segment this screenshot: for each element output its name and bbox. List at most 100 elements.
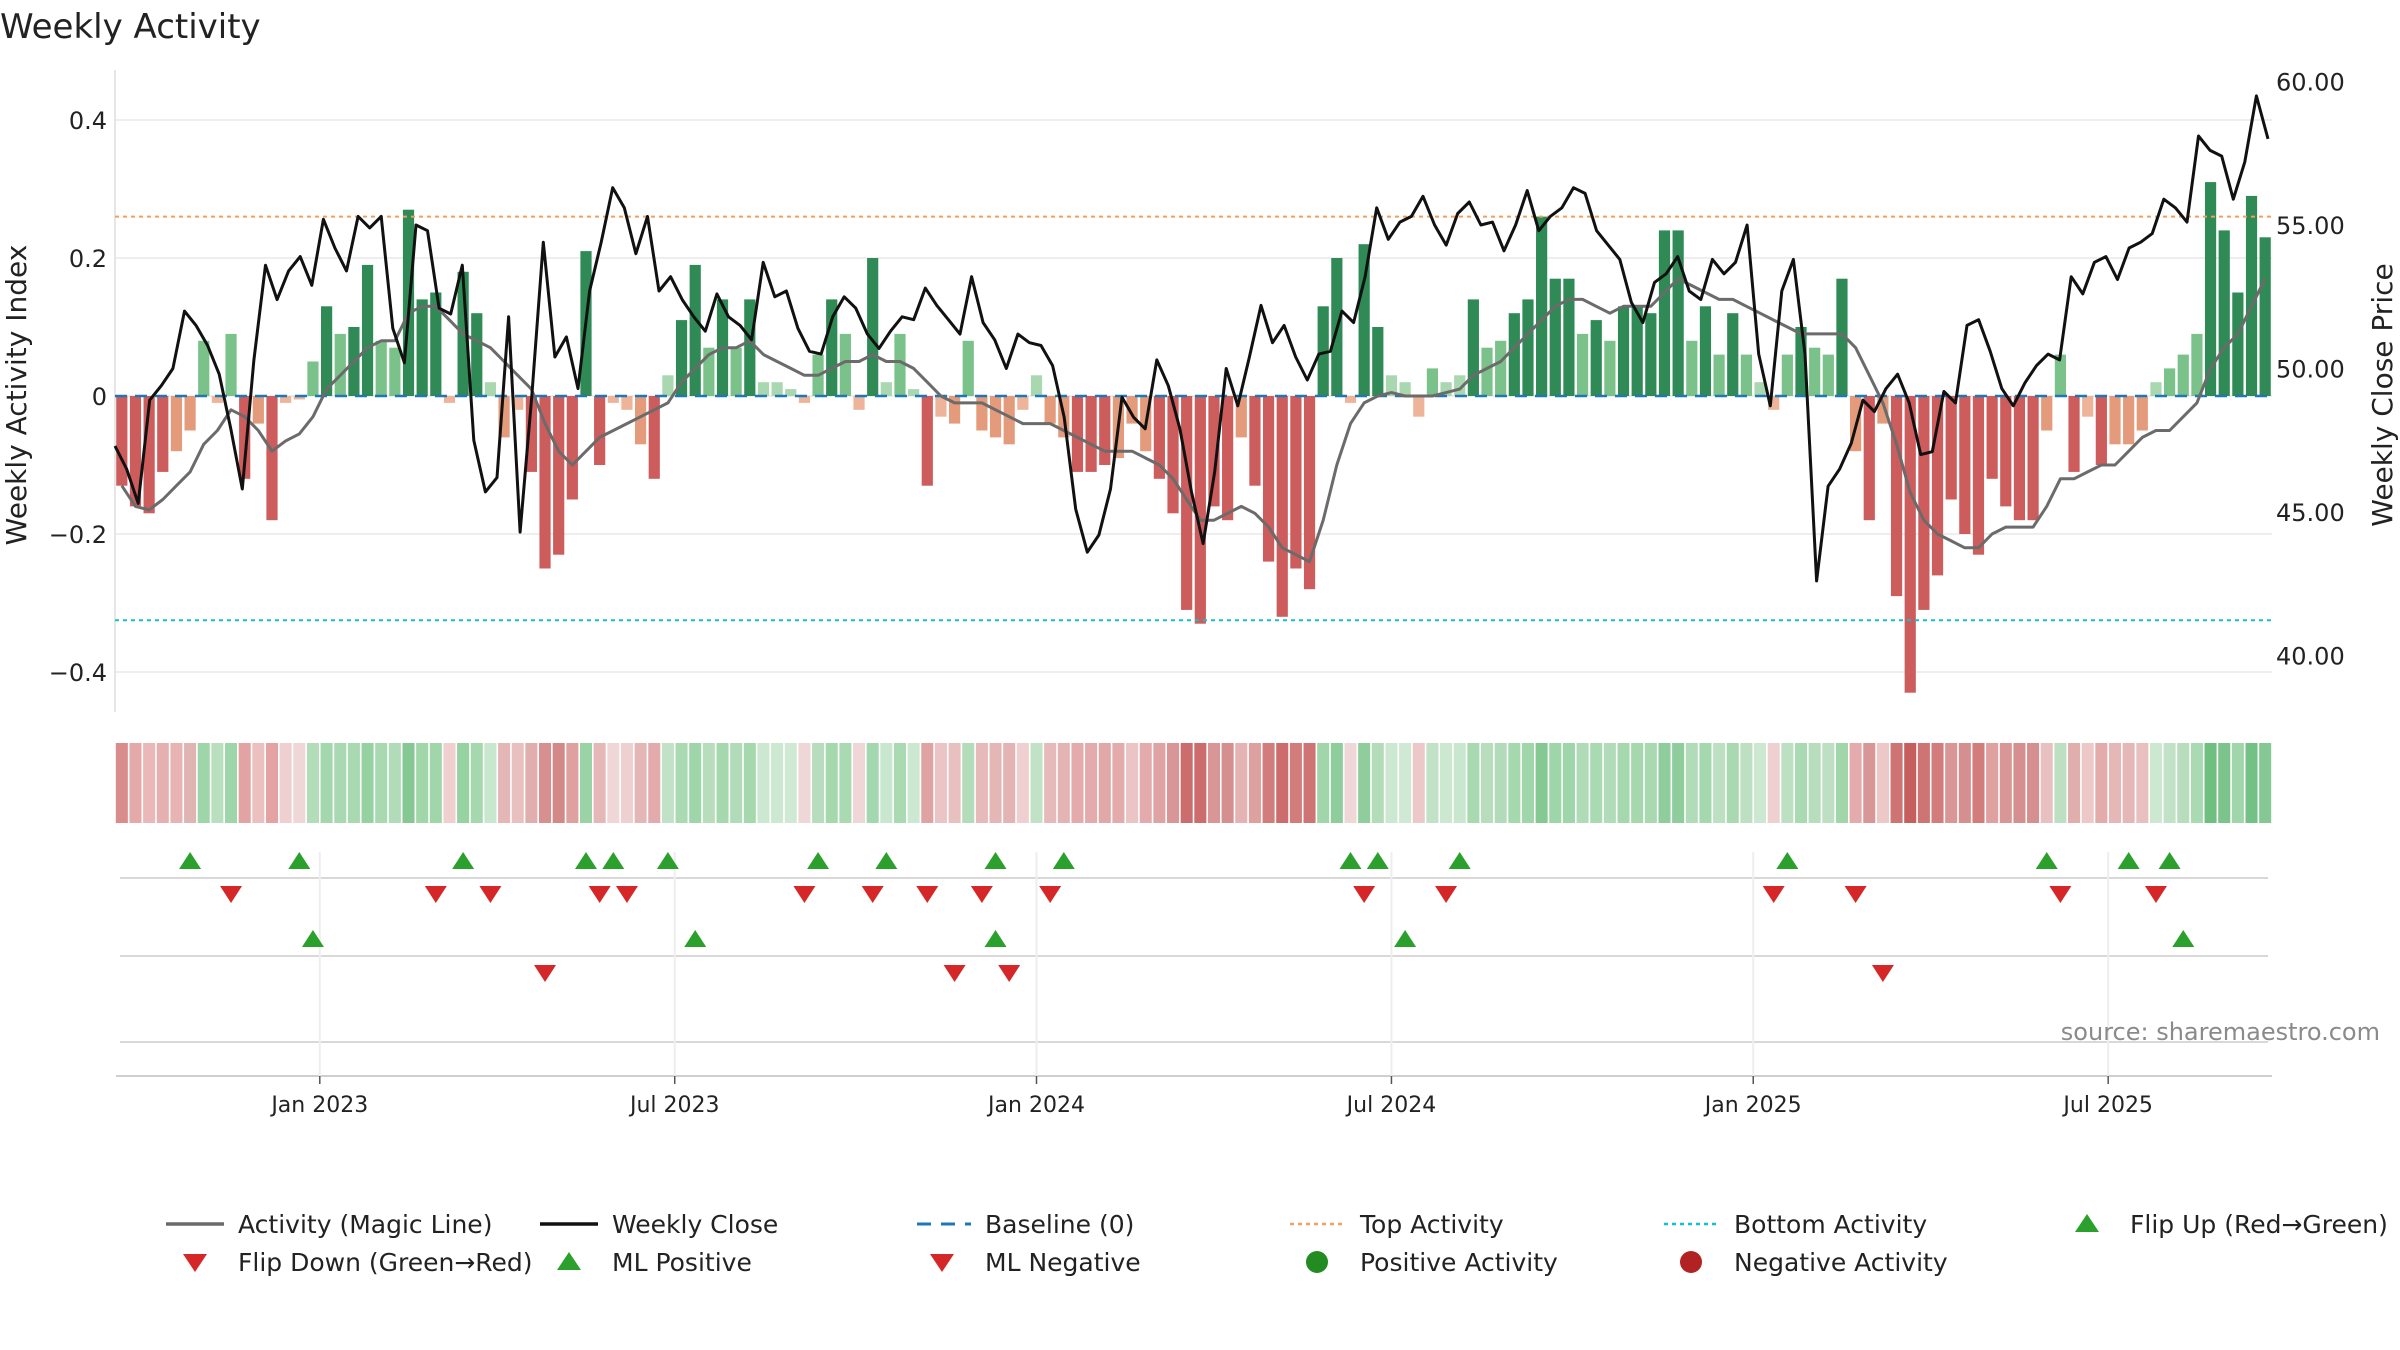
strip-cell <box>1480 743 1494 823</box>
strip-cell <box>989 743 1002 823</box>
legend-label: Weekly Close <box>612 1210 778 1239</box>
strip-cell <box>2095 743 2108 823</box>
activity-bar <box>744 299 756 396</box>
strip-cell <box>2245 743 2258 823</box>
flip-up-marker <box>2158 852 2181 869</box>
strip-cell <box>1740 743 1753 823</box>
strip-cell <box>675 743 688 823</box>
activity-bar <box>2013 396 2026 521</box>
activity-bar <box>1099 396 1111 465</box>
strip-cell <box>539 743 552 823</box>
strip-cell <box>1508 743 1521 823</box>
activity-bar <box>1399 382 1411 396</box>
strip-cell <box>429 743 442 823</box>
legend-label: Bottom Activity <box>1734 1210 1927 1239</box>
strip-cell <box>2259 743 2272 823</box>
strip-cell <box>1494 743 1507 823</box>
strip-cell <box>1303 743 1316 823</box>
strip-cell <box>853 743 866 823</box>
x-tick-label: Jan 2024 <box>986 1093 1085 1118</box>
activity-bar <box>1590 320 1602 396</box>
ml-negative-marker <box>534 965 557 982</box>
ml-positive-marker <box>684 930 707 947</box>
strip-cell <box>1945 743 1958 823</box>
strip-cell <box>866 743 879 823</box>
activity-bar <box>594 396 606 465</box>
strip-cell <box>975 743 988 823</box>
legend-swatch <box>2075 1214 2099 1232</box>
activity-bar <box>2232 292 2244 396</box>
activity-bar <box>484 382 497 396</box>
right-tick-label: 40.00 <box>2276 643 2345 671</box>
strip-cell <box>1071 743 1084 823</box>
chart-title: Weekly Activity <box>0 7 261 47</box>
activity-bar <box>675 320 688 396</box>
activity-bar <box>2123 396 2135 445</box>
strip-cell <box>1685 743 1698 823</box>
strip-cell <box>784 743 797 823</box>
strip-cell <box>1822 743 1835 823</box>
activity-bar <box>2068 396 2080 472</box>
strip-cell <box>1754 743 1767 823</box>
ml-positive-marker <box>984 930 1007 947</box>
activity-bar <box>1795 327 1807 396</box>
ml-positive-marker <box>2172 930 2195 947</box>
strip-cell <box>1986 743 1999 823</box>
strip-cell <box>143 743 156 823</box>
left-axis-ticks: 0.4 0.2 0 −0.2 −0.4 <box>49 107 107 687</box>
strip-cell <box>2190 743 2203 823</box>
strip-cell <box>2177 743 2190 823</box>
strip-cell <box>1713 743 1726 823</box>
strip-cell <box>306 743 319 823</box>
activity-bar <box>1235 396 1247 438</box>
strip-cell <box>238 743 251 823</box>
activity-bar <box>2095 396 2107 465</box>
activity-bar <box>1918 396 1930 610</box>
flip-down-marker <box>916 886 939 903</box>
activity-bar <box>1508 313 1520 396</box>
activity-bar <box>839 333 851 396</box>
activity-bar <box>471 313 483 396</box>
activity-bar <box>853 396 865 410</box>
activity-bar <box>1890 396 1903 597</box>
strip-cell <box>115 743 128 823</box>
legend-swatch <box>557 1252 581 1270</box>
strip-cell <box>1085 743 1098 823</box>
x-axis-ticks: Jan 2023 Jul 2023 Jan 2024 Jul 2024 Jan 2025… <box>269 1076 2153 1118</box>
activity-bar <box>539 396 551 569</box>
activity-bar <box>1863 396 1875 521</box>
strip-cell <box>1276 743 1289 823</box>
strip-cell <box>1631 743 1644 823</box>
strip-cell <box>962 743 975 823</box>
strip-cell <box>2068 743 2081 823</box>
right-tick-label: 55.00 <box>2276 212 2345 240</box>
strip-cell <box>2054 743 2067 823</box>
strip-cell <box>757 743 770 823</box>
strip-cell <box>2122 743 2135 823</box>
activity-bar <box>757 382 770 396</box>
strip-cell <box>2081 743 2094 823</box>
strip-cell <box>1126 743 1139 823</box>
activity-bar <box>867 258 879 396</box>
strip-cell <box>1440 743 1453 823</box>
strip-cell <box>1863 743 1876 823</box>
right-tick-label: 60.00 <box>2276 69 2345 97</box>
activity-bar <box>798 396 811 403</box>
flip-up-marker <box>1366 852 1389 869</box>
activity-bar <box>1836 278 1848 396</box>
activity-bar <box>1249 396 1261 486</box>
strip-cell <box>265 743 279 823</box>
flip-up-marker <box>452 852 475 869</box>
activity-bar <box>1822 354 1834 396</box>
activity-bar <box>2177 354 2189 396</box>
legend-swatch <box>1306 1251 1328 1273</box>
flip-up-marker <box>2117 852 2140 869</box>
activity-bar <box>225 333 237 396</box>
activity-bar <box>2027 396 2039 521</box>
legend-swatch <box>930 1254 954 1272</box>
activity-bar <box>1549 278 1561 396</box>
strip-cell <box>511 743 524 823</box>
strip-cell <box>1248 743 1261 823</box>
ml-positive-marker <box>1394 930 1417 947</box>
strip-cell <box>470 743 483 823</box>
